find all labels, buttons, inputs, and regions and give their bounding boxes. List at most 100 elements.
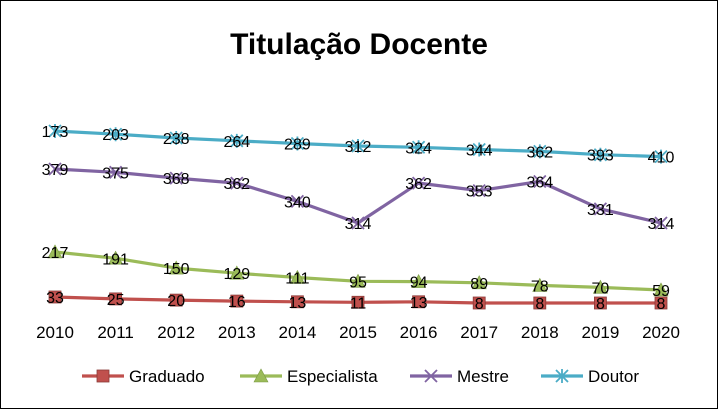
data-point-graduado-2011 [109, 292, 122, 306]
data-label-especialista-2016: 94 [410, 275, 428, 292]
data-point-especialista-2020 [653, 282, 669, 297]
x-axis-ticks: 2010 2011 2012 2013 2014 2015 2016 2017 2018 2019… [36, 323, 680, 342]
legend-item-doutor: Doutor [541, 367, 639, 386]
x-tick-2019: 2019 [581, 323, 619, 342]
data-point-mestre-2018 [533, 174, 547, 189]
data-point-especialista-2015 [350, 273, 366, 288]
data-point-mestre-2013 [230, 176, 244, 190]
x-tick-2011: 2011 [97, 323, 134, 342]
data-label-graduado-2014: 13 [289, 295, 307, 312]
series-mestre: 379 375 368 362 340 314 362 353 364 331 314 [42, 162, 675, 233]
legend-label-doutor: Doutor [588, 367, 639, 386]
data-label-especialista-2019: 70 [592, 280, 610, 297]
data-label-graduado-2013: 16 [228, 294, 246, 311]
data-label-mestre-2010: 379 [42, 162, 69, 179]
data-label-graduado-2018: 8 [535, 296, 544, 313]
legend-label-mestre: Mestre [457, 367, 509, 386]
legend: Graduado Especialista Mestre Doutor [82, 367, 639, 386]
data-label-doutor-2012: 238 [163, 131, 190, 148]
x-tick-2010: 2010 [36, 323, 74, 342]
data-point-graduado-2015 [351, 295, 365, 309]
legend-item-graduado: Graduado [82, 367, 205, 386]
legend-label-especialista: Especialista [287, 367, 378, 386]
legend-marker-especialista [253, 368, 269, 383]
data-label-especialista-2011: 191 [102, 251, 129, 268]
data-label-mestre-2019: 331 [587, 202, 614, 219]
data-point-doutor-2016 [411, 140, 426, 155]
data-point-mestre-2012 [169, 171, 183, 185]
data-label-mestre-2013: 362 [223, 176, 250, 193]
data-point-especialista-2016 [411, 273, 427, 288]
data-point-graduado-2018 [533, 296, 547, 310]
data-point-graduado-2010 [48, 290, 62, 304]
data-point-mestre-2014 [290, 194, 305, 209]
data-label-mestre-2015: 314 [345, 216, 372, 233]
data-point-mestre-2015 [351, 216, 365, 230]
data-point-doutor-2011 [108, 127, 123, 142]
legend-item-mestre: Mestre [410, 367, 509, 386]
data-label-doutor-2011: 203 [102, 127, 129, 144]
data-label-mestre-2011: 375 [102, 165, 129, 182]
data-point-doutor-2020 [654, 149, 668, 164]
data-label-doutor-2020: 410 [648, 150, 675, 167]
data-point-doutor-2018 [533, 144, 547, 159]
data-point-mestre-2020 [654, 216, 668, 230]
data-label-doutor-2019: 393 [587, 148, 614, 165]
data-label-mestre-2014: 340 [284, 194, 311, 211]
data-label-mestre-2012: 368 [163, 171, 190, 188]
data-label-graduado-2015: 11 [350, 295, 367, 312]
data-label-mestre-2018: 364 [526, 174, 553, 191]
data-point-especialista-2010 [47, 244, 63, 259]
x-tick-2017: 2017 [460, 323, 498, 342]
data-label-mestre-2020: 314 [648, 216, 675, 233]
legend-item-especialista: Especialista [240, 367, 378, 386]
data-label-especialista-2012: 150 [163, 261, 190, 278]
data-point-graduado-2016 [412, 295, 426, 309]
data-point-especialista-2013 [229, 265, 245, 280]
x-tick-2016: 2016 [400, 323, 438, 342]
data-point-graduado-2020 [654, 296, 668, 310]
data-point-doutor-2017 [472, 142, 486, 157]
data-point-doutor-2010 [48, 124, 62, 138]
data-label-doutor-2014: 289 [284, 137, 311, 154]
data-label-mestre-2017: 353 [466, 184, 493, 201]
data-point-especialista-2019 [592, 279, 608, 294]
data-label-graduado-2012: 20 [167, 293, 185, 310]
data-label-graduado-2019: 8 [596, 296, 605, 313]
legend-marker-graduado [96, 369, 110, 383]
chart-title: Titulação Docente [230, 28, 488, 61]
x-tick-2013: 2013 [218, 323, 256, 342]
legend-label-graduado: Graduado [129, 367, 205, 386]
x-tick-2012: 2012 [157, 323, 195, 342]
data-label-especialista-2013: 129 [223, 266, 250, 283]
data-point-graduado-2013 [230, 294, 244, 308]
data-point-mestre-2010 [48, 162, 62, 176]
data-label-especialista-2014: 111 [285, 270, 309, 287]
data-label-doutor-2016: 324 [405, 140, 432, 157]
data-point-doutor-2014 [290, 136, 305, 151]
series-line-mestre [54, 167, 662, 225]
data-point-doutor-2012 [169, 131, 183, 146]
data-point-graduado-2017 [472, 296, 486, 310]
data-label-graduado-2020: 8 [657, 296, 666, 313]
data-point-graduado-2012 [169, 293, 183, 307]
data-label-especialista-2020: 59 [652, 283, 670, 300]
data-point-especialista-2011 [108, 250, 124, 265]
data-point-mestre-2019 [593, 202, 608, 216]
x-tick-2020: 2020 [642, 323, 680, 342]
data-label-especialista-2018: 78 [531, 278, 549, 295]
data-label-graduado-2016: 13 [410, 295, 428, 312]
series-doutor: 173 203 238 264 289 312 324 344 362 393 410 [42, 124, 675, 167]
legend-marker-doutor [555, 369, 569, 383]
data-point-doutor-2013 [230, 133, 244, 148]
data-label-doutor-2015: 312 [345, 139, 372, 156]
data-point-especialista-2018 [532, 277, 548, 292]
data-point-especialista-2012 [168, 260, 184, 275]
x-tick-2014: 2014 [278, 323, 316, 342]
data-label-doutor-2013: 264 [223, 134, 250, 151]
data-label-graduado-2010: 33 [46, 290, 64, 307]
data-point-mestre-2016 [411, 176, 426, 190]
data-point-especialista-2014 [289, 269, 305, 284]
